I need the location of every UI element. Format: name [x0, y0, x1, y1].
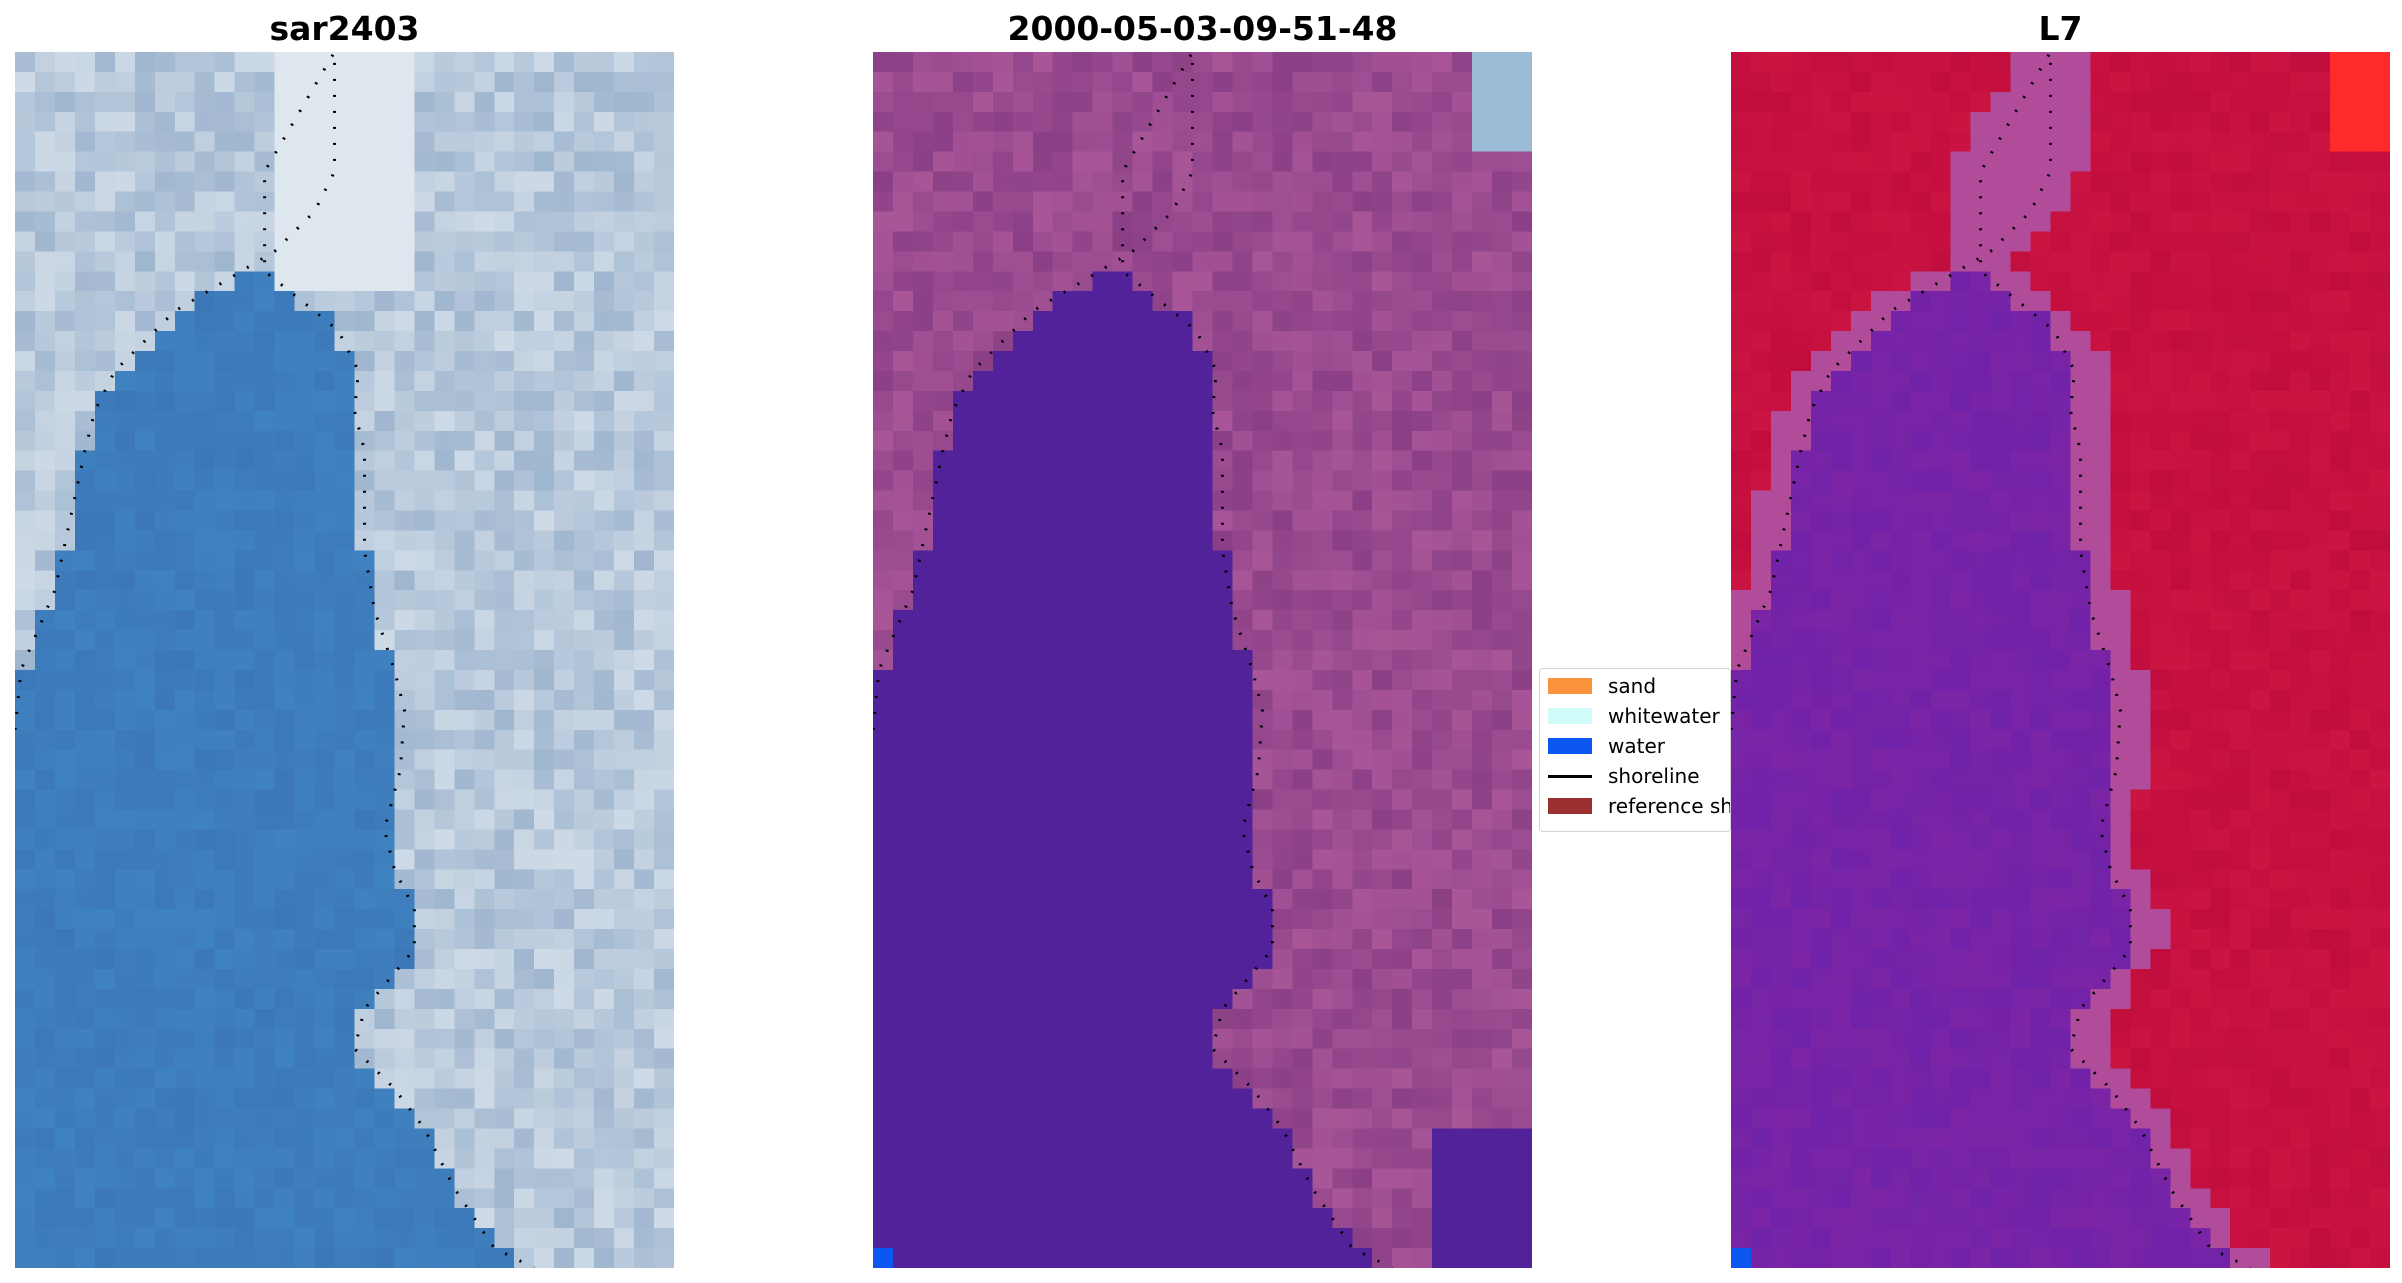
panel-title-3: L7	[2038, 9, 2083, 48]
shoreline-line-swatch	[1548, 774, 1592, 778]
reference-shoreline-dots	[1731, 52, 2251, 1268]
legend-label-whitewater: whitewater	[1608, 704, 1720, 728]
legend-item-water: water	[1548, 733, 1665, 759]
panel-title-1: sar2403	[269, 9, 420, 48]
legend-item-sand: sand	[1548, 673, 1656, 699]
shoreline-overlay-1	[15, 52, 535, 1268]
legend-item-whitewater: whitewater	[1548, 703, 1720, 729]
classified-image-panel	[873, 52, 1532, 1268]
reference-shoreline-swatch	[1548, 798, 1592, 814]
legend-label-sand: sand	[1608, 674, 1657, 698]
shoreline-overlay-3	[1731, 52, 2251, 1268]
rgb-satellite-image	[15, 52, 674, 1268]
water-swatch	[1548, 738, 1592, 754]
whitewater-swatch	[1548, 708, 1592, 724]
sand-swatch	[1548, 678, 1592, 694]
rgb-image-panel	[15, 52, 674, 1268]
legend-item-reference-shoreline: reference sh	[1548, 793, 1731, 819]
reference-shoreline-dots	[873, 52, 1393, 1268]
legend-item-shoreline: shoreline	[1548, 763, 1700, 789]
classified-image	[873, 52, 1532, 1268]
index-image-panel	[1731, 52, 2390, 1268]
legend: sand whitewater water shoreline referenc…	[1539, 668, 1731, 832]
legend-label-water: water	[1608, 734, 1665, 758]
shoreline-overlay-2	[873, 52, 1393, 1268]
panel-title-2: 2000-05-03-09-51-48	[1007, 9, 1398, 48]
legend-label-shoreline: shoreline	[1608, 764, 1700, 788]
reference-shoreline-dots	[15, 52, 535, 1268]
index-image	[1731, 52, 2390, 1268]
legend-label-reference-shoreline: reference sh	[1608, 794, 1731, 818]
